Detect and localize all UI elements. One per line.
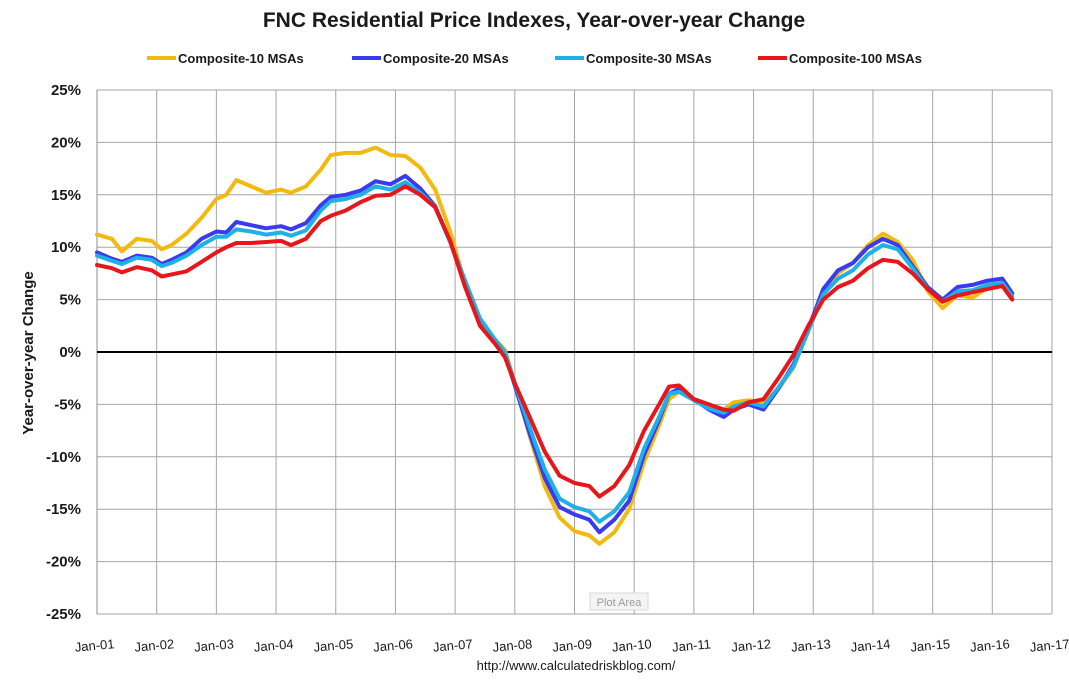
x-tick-label: Jan-08 [492,636,533,654]
y-tick-label: 5% [59,292,81,309]
legend-item-1: Composite-10 MSAs [147,51,304,66]
legend-item-2: Composite-20 MSAs [352,51,509,66]
x-tick-label: Jan-17 [1029,636,1069,654]
x-tick-label: Jan-02 [134,636,175,654]
x-axis-ticks: Jan-01 Jan-02 Jan-03 Jan-04 Jan-05 Jan-06 Jan-… [74,636,1069,654]
y-tick-label: 25% [51,82,81,99]
source-url: http://www.calculatedriskblog.com/ [477,658,676,673]
legend: Composite-10 MSAs Composite-20 MSAs Compos… [147,51,922,66]
legend-label: Composite-10 MSAs [178,51,304,66]
y-tick-label: 10% [51,239,81,256]
x-tick-label: Jan-03 [194,636,235,654]
y-axis-label: Year-over-year Change [20,271,37,434]
x-tick-label: Jan-04 [253,636,294,654]
grid [96,89,1053,615]
legend-label: Composite-30 MSAs [586,51,712,66]
y-tick-label: -15% [46,501,81,518]
y-tick-label: -5% [54,396,81,413]
x-tick-label: Jan-14 [850,636,891,654]
x-tick-label: Jan-05 [313,636,354,654]
chart-title: FNC Residential Price Indexes, Year-over… [263,9,805,32]
plot-area-label: Plot Area [597,597,643,609]
x-tick-label: Jan-15 [910,636,951,654]
x-tick-label: Jan-10 [611,636,652,654]
y-tick-label: -25% [46,606,81,623]
y-tick-label: -20% [46,554,81,571]
y-tick-label: 20% [51,134,81,151]
series-line-1 [95,145,1015,546]
x-tick-label: Jan-11 [672,636,712,654]
x-tick-label: Jan-07 [432,636,473,654]
x-tick-label: Jan-09 [552,636,593,654]
plot-area-tag: Plot Area [589,592,649,611]
x-tick-label: Jan-12 [731,636,772,654]
x-tick-label: Jan-16 [969,636,1010,654]
x-tick-label: Jan-06 [373,636,414,654]
y-tick-label: 15% [51,187,81,204]
x-tick-label: Jan-01 [74,636,115,654]
legend-label: Composite-20 MSAs [383,51,509,66]
x-tick-label: Jan-13 [790,636,831,654]
legend-item-3: Composite-30 MSAs [555,51,712,66]
y-tick-label: -10% [46,449,81,466]
series-line-3 [95,180,1015,524]
series-group [95,145,1015,546]
legend-item-4: Composite-100 MSAs [758,51,922,66]
y-tick-label: 0% [59,344,81,361]
series-line-2 [95,173,1015,535]
y-axis-ticks: 25% 20% 15% 10% 5% 0% -5% -10% -15% -20% -25% [46,82,81,623]
legend-label: Composite-100 MSAs [789,51,922,66]
series-line-4 [95,184,1015,499]
